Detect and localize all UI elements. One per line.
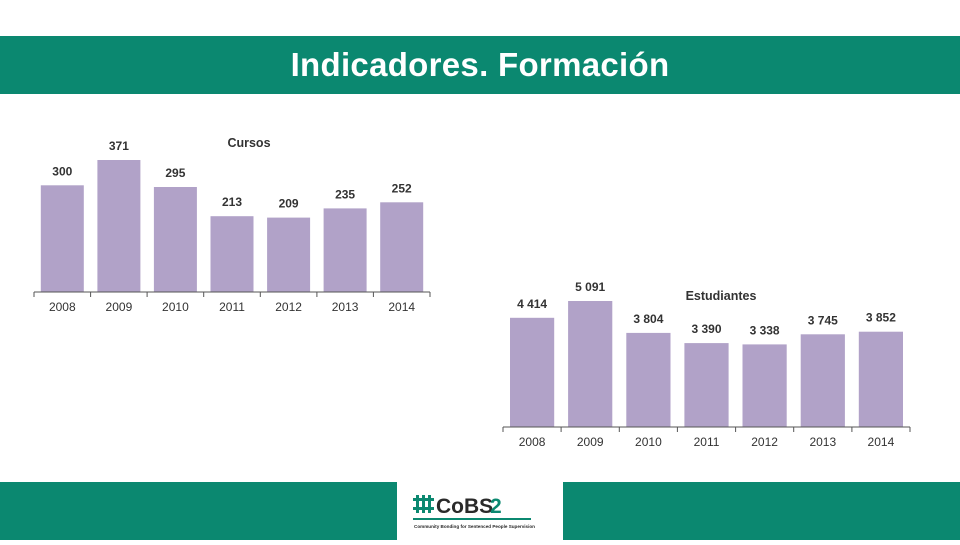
- x-tick-label: 2009: [577, 435, 604, 449]
- x-tick-label: 2009: [106, 300, 133, 314]
- data-label: 3 745: [808, 313, 838, 327]
- chart-cursos: Cursos 300 2008 371 2009 295 2010 213 2011 209 201…: [33, 136, 431, 314]
- svg-text:CoBS: CoBS: [436, 495, 493, 518]
- data-label: 3 852: [866, 311, 896, 325]
- data-label: 5 091: [575, 280, 605, 294]
- title-bar: Indicadores. Formación: [0, 36, 960, 94]
- logo-hash-icon: [413, 495, 434, 513]
- bar-2008: [510, 317, 555, 427]
- bar-2011: [684, 343, 729, 427]
- data-label: 3 338: [750, 323, 780, 337]
- chart-title: Estudiantes: [686, 289, 757, 303]
- x-tick-label: 2012: [751, 435, 778, 449]
- footer-band-left: [0, 482, 397, 540]
- data-label: 235: [335, 187, 355, 201]
- data-label: 4 414: [517, 297, 547, 311]
- data-label: 3 390: [691, 322, 721, 336]
- x-tick-label: 2008: [49, 300, 76, 314]
- svg-text:Community Bonding for Sentence: Community Bonding for Sentenced People S…: [414, 524, 535, 529]
- x-tick-label: 2012: [275, 300, 302, 314]
- x-tick-label: 2011: [694, 435, 720, 449]
- bar-2013: [800, 334, 845, 427]
- x-tick-label: 2010: [635, 435, 662, 449]
- bar-2009: [97, 160, 141, 292]
- bar-2014: [858, 331, 903, 427]
- bar-2012: [742, 344, 787, 427]
- bar-2012: [267, 217, 311, 292]
- data-label: 300: [52, 164, 72, 178]
- x-tick-label: 2014: [388, 300, 415, 314]
- data-label: 295: [165, 166, 185, 180]
- chart-title: Cursos: [227, 136, 270, 150]
- logo-graphic: CoBS 2 Community Bonding for Sentenced P…: [413, 495, 535, 529]
- bar-2011: [210, 216, 254, 292]
- data-label: 209: [279, 197, 299, 211]
- bar-2009: [568, 301, 613, 427]
- x-tick-label: 2008: [519, 435, 546, 449]
- x-tick-label: 2013: [809, 435, 836, 449]
- data-label: 213: [222, 195, 242, 209]
- data-label: 371: [109, 139, 129, 153]
- bar-2010: [153, 187, 197, 292]
- bar-2010: [626, 332, 671, 427]
- x-tick-label: 2014: [868, 435, 895, 449]
- bar-2008: [40, 185, 84, 292]
- data-label: 3 804: [633, 312, 663, 326]
- x-tick-label: 2010: [162, 300, 189, 314]
- charts-canvas: Cursos 300 2008 371 2009 295 2010 213 2011 209 201…: [33, 136, 911, 449]
- footer-band-right: [563, 482, 960, 540]
- svg-text:2: 2: [490, 495, 502, 518]
- x-tick-label: 2013: [332, 300, 359, 314]
- bar-2014: [380, 202, 424, 292]
- data-label: 252: [392, 181, 412, 195]
- cobs2-logo: CoBS 2 Community Bonding for Sentenced P…: [397, 482, 563, 540]
- chart-estudiantes: Estudiantes 4 414 2008 5 091 2009 3 804 2010 3 …: [502, 280, 911, 449]
- bar-2013: [323, 208, 367, 292]
- x-tick-label: 2011: [219, 300, 245, 314]
- page-title: Indicadores. Formación: [290, 46, 670, 83]
